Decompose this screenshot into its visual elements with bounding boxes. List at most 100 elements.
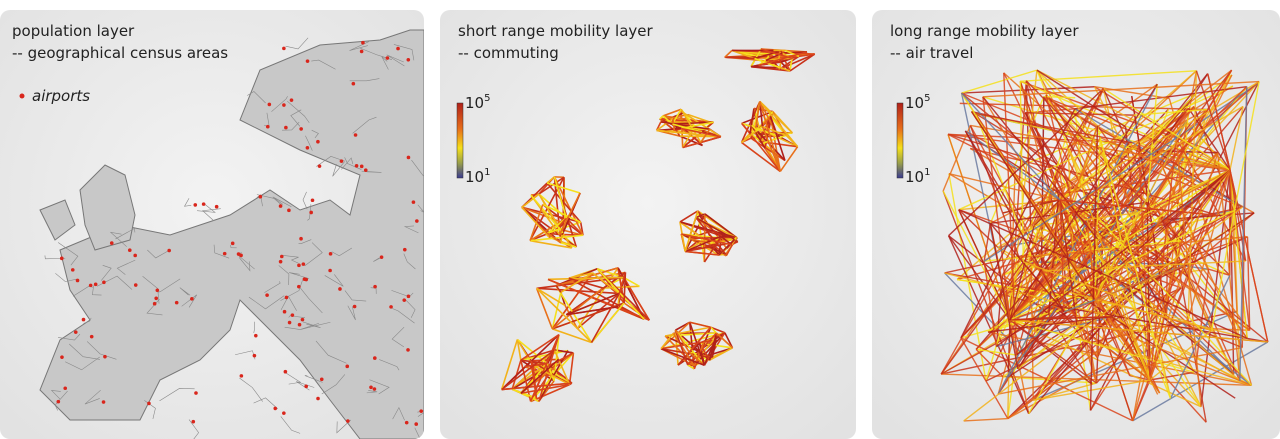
airport bbox=[282, 411, 286, 415]
border bbox=[307, 204, 312, 221]
link bbox=[751, 124, 758, 131]
link bbox=[680, 127, 721, 138]
border bbox=[392, 406, 405, 421]
link bbox=[521, 206, 550, 238]
link bbox=[760, 48, 793, 60]
link bbox=[547, 278, 650, 321]
colorbar-base: 10 bbox=[465, 168, 484, 186]
link bbox=[975, 348, 1004, 378]
link bbox=[681, 233, 732, 246]
airport bbox=[230, 241, 235, 246]
airport bbox=[63, 386, 68, 391]
airport bbox=[305, 146, 310, 150]
colorbar-exponent: 1 bbox=[484, 167, 490, 178]
airport bbox=[81, 317, 86, 322]
link bbox=[695, 217, 727, 255]
panel-title: population layer bbox=[12, 22, 135, 40]
link bbox=[1028, 81, 1260, 330]
airport bbox=[258, 194, 263, 199]
airport bbox=[352, 304, 357, 309]
link bbox=[997, 105, 1244, 249]
link bbox=[500, 339, 519, 390]
link bbox=[660, 347, 705, 367]
border bbox=[331, 247, 353, 257]
airport bbox=[406, 348, 410, 352]
link bbox=[596, 268, 645, 320]
link bbox=[538, 193, 573, 249]
link bbox=[545, 352, 574, 369]
link bbox=[1059, 199, 1202, 408]
link bbox=[1229, 169, 1238, 312]
airport bbox=[282, 103, 286, 107]
airport bbox=[305, 59, 310, 63]
link bbox=[689, 321, 711, 329]
link bbox=[944, 272, 1112, 318]
airport bbox=[89, 334, 94, 339]
border bbox=[298, 239, 312, 244]
link bbox=[566, 292, 620, 316]
link bbox=[779, 146, 799, 172]
link bbox=[551, 292, 562, 330]
link bbox=[782, 51, 807, 54]
link bbox=[1033, 199, 1061, 227]
panel-bg bbox=[440, 10, 856, 439]
border bbox=[285, 372, 302, 385]
link bbox=[1195, 269, 1210, 366]
link bbox=[724, 332, 734, 349]
link bbox=[1020, 70, 1197, 83]
link bbox=[785, 134, 799, 148]
border bbox=[311, 129, 319, 139]
link bbox=[712, 229, 723, 237]
airport bbox=[75, 278, 80, 283]
link bbox=[734, 236, 737, 240]
link bbox=[687, 332, 718, 366]
link bbox=[1067, 88, 1105, 148]
airport bbox=[154, 296, 158, 301]
link bbox=[759, 101, 782, 172]
border bbox=[256, 194, 263, 207]
border bbox=[344, 290, 367, 302]
airport bbox=[73, 330, 78, 334]
link bbox=[1096, 125, 1151, 381]
link bbox=[501, 349, 555, 391]
link bbox=[1149, 329, 1213, 381]
link bbox=[1149, 152, 1219, 381]
link bbox=[1009, 225, 1035, 321]
border bbox=[311, 59, 336, 70]
link bbox=[724, 56, 755, 60]
link bbox=[703, 235, 723, 263]
legend-label: airports bbox=[32, 87, 90, 105]
link bbox=[1111, 316, 1252, 386]
border bbox=[332, 161, 345, 177]
commuting-network bbox=[500, 48, 816, 403]
airport bbox=[396, 46, 400, 51]
link bbox=[532, 364, 570, 386]
airport bbox=[191, 419, 196, 424]
link bbox=[520, 349, 569, 361]
border bbox=[349, 78, 380, 82]
link bbox=[568, 272, 593, 280]
link bbox=[759, 100, 799, 148]
population-map bbox=[39, 29, 424, 439]
panel-subtitle: -- geographical census areas bbox=[12, 44, 228, 62]
border bbox=[302, 191, 308, 210]
border bbox=[300, 321, 331, 330]
link bbox=[688, 351, 705, 366]
link bbox=[1149, 371, 1195, 381]
airport bbox=[282, 309, 287, 314]
airport bbox=[339, 159, 344, 163]
border bbox=[341, 157, 354, 170]
link bbox=[960, 108, 1076, 339]
border bbox=[248, 295, 285, 310]
link bbox=[1175, 82, 1259, 139]
link bbox=[961, 69, 1038, 94]
border bbox=[84, 389, 101, 405]
link bbox=[1138, 144, 1231, 171]
link bbox=[750, 124, 766, 149]
airport bbox=[353, 133, 358, 137]
airport bbox=[102, 280, 106, 285]
link bbox=[957, 278, 1096, 301]
border bbox=[289, 272, 310, 279]
border bbox=[321, 374, 346, 395]
link bbox=[529, 234, 584, 242]
